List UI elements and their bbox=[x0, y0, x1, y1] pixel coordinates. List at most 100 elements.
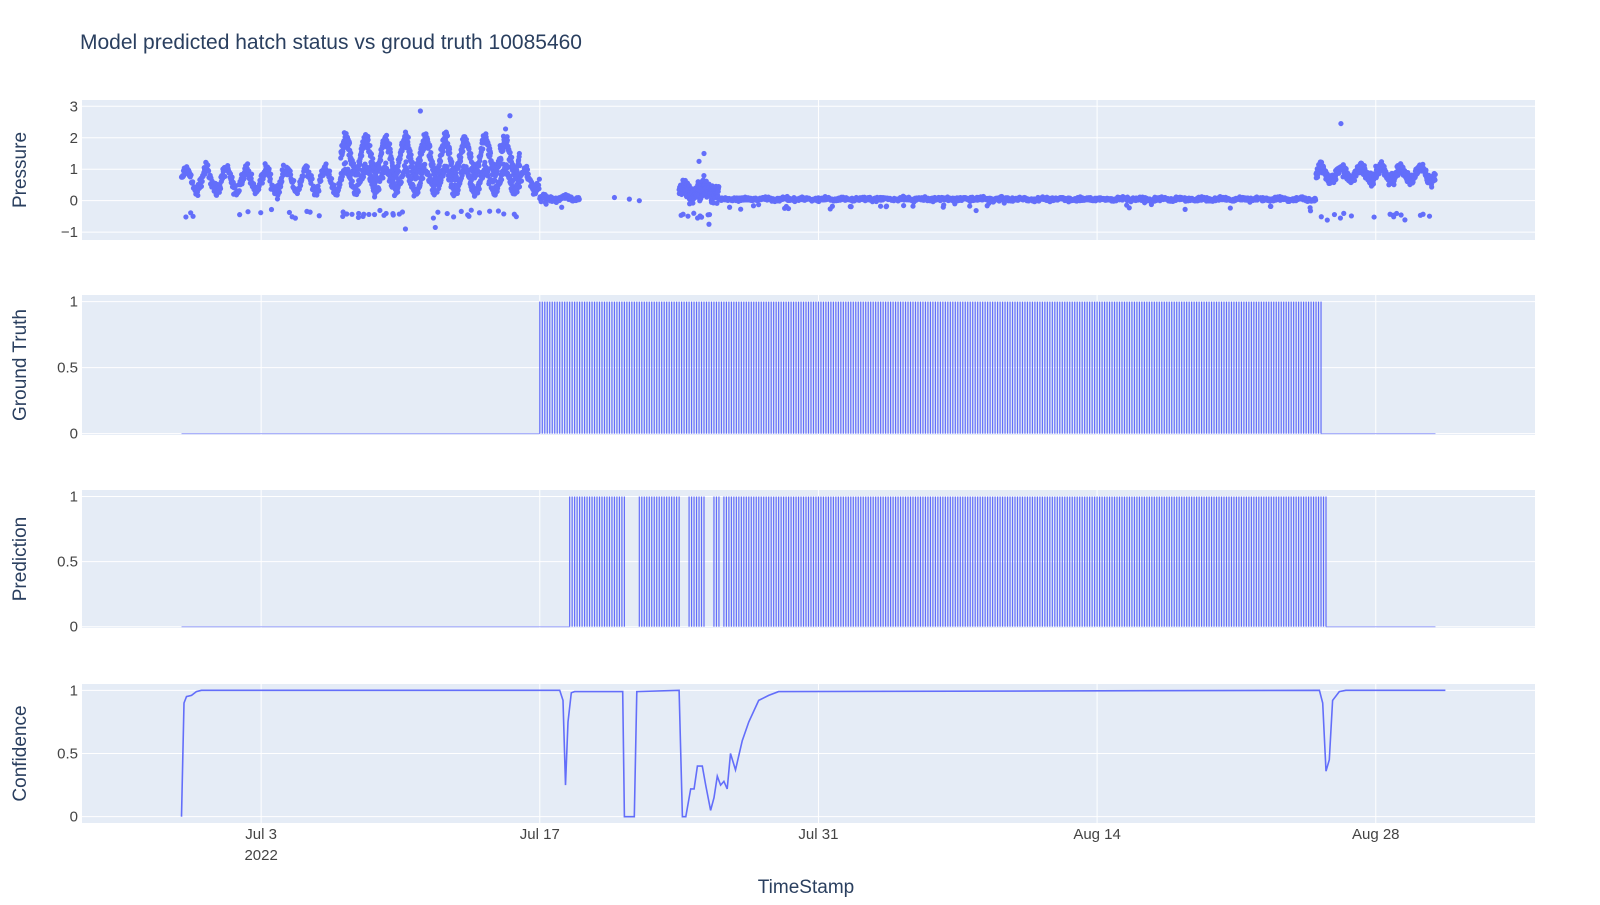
bar bbox=[1123, 496, 1126, 627]
marks bbox=[180, 689, 1446, 818]
bar bbox=[1009, 301, 1011, 434]
bar bbox=[544, 301, 546, 434]
bar bbox=[1011, 496, 1014, 627]
bar bbox=[812, 301, 815, 434]
data-point bbox=[559, 204, 565, 210]
bar bbox=[1235, 301, 1238, 434]
data-point bbox=[690, 200, 696, 206]
bar bbox=[621, 496, 623, 627]
bar bbox=[588, 301, 591, 434]
data-point bbox=[475, 190, 481, 196]
bar bbox=[912, 301, 914, 434]
data-point bbox=[415, 189, 421, 196]
bar bbox=[1039, 496, 1041, 627]
bar bbox=[740, 301, 742, 434]
data-point bbox=[626, 196, 632, 202]
bar bbox=[1061, 496, 1063, 627]
bar bbox=[1265, 301, 1267, 434]
bar bbox=[646, 301, 648, 434]
bar bbox=[954, 301, 956, 434]
bar bbox=[902, 301, 904, 434]
bar bbox=[797, 496, 800, 627]
data-point bbox=[501, 211, 507, 217]
bar bbox=[1243, 301, 1245, 434]
data-point bbox=[1402, 217, 1408, 223]
bar bbox=[569, 496, 571, 627]
data-point bbox=[482, 159, 488, 165]
bar bbox=[924, 496, 927, 627]
bar bbox=[957, 301, 959, 434]
bar bbox=[715, 301, 718, 434]
bar bbox=[887, 301, 889, 434]
bar bbox=[1133, 301, 1136, 434]
bar bbox=[596, 301, 598, 434]
data-point bbox=[304, 164, 310, 170]
bar bbox=[1064, 301, 1066, 434]
data-point bbox=[465, 212, 471, 218]
bar bbox=[671, 301, 673, 434]
data-point bbox=[524, 166, 531, 173]
bar bbox=[1086, 301, 1088, 434]
data-point bbox=[877, 203, 884, 209]
data-point bbox=[398, 179, 404, 185]
bar bbox=[695, 301, 698, 434]
bar bbox=[957, 496, 959, 627]
data-point bbox=[379, 150, 385, 156]
bar bbox=[561, 301, 563, 434]
bar bbox=[929, 301, 932, 434]
bar bbox=[810, 301, 812, 434]
bar bbox=[648, 301, 650, 434]
bar bbox=[887, 496, 889, 627]
data-point bbox=[536, 176, 542, 182]
bar bbox=[783, 496, 785, 627]
data-point bbox=[509, 154, 515, 160]
bar bbox=[1198, 496, 1200, 627]
bar bbox=[678, 496, 680, 627]
data-point bbox=[848, 204, 854, 210]
data-point bbox=[190, 179, 196, 185]
data-point bbox=[701, 173, 707, 179]
bar bbox=[773, 496, 775, 627]
bar bbox=[1086, 496, 1088, 627]
data-point bbox=[316, 188, 322, 194]
bar bbox=[852, 496, 854, 627]
bar bbox=[1103, 496, 1106, 627]
bar bbox=[897, 301, 899, 434]
bar bbox=[1094, 496, 1096, 627]
data-point bbox=[498, 177, 505, 183]
data-point bbox=[346, 140, 353, 146]
bar bbox=[690, 496, 693, 627]
data-point bbox=[396, 211, 402, 217]
bar bbox=[685, 301, 688, 434]
bar bbox=[1201, 301, 1203, 434]
data-point bbox=[309, 176, 315, 182]
bar bbox=[984, 496, 986, 627]
bar bbox=[693, 496, 695, 627]
bar bbox=[673, 301, 675, 434]
bar bbox=[982, 301, 984, 434]
bar bbox=[663, 301, 665, 434]
bar bbox=[1081, 301, 1083, 434]
chart-title: Model predicted hatch status vs groud tr… bbox=[80, 31, 582, 54]
bar bbox=[539, 301, 541, 434]
bar bbox=[1258, 301, 1260, 434]
bar bbox=[656, 301, 658, 434]
bar bbox=[1243, 496, 1245, 627]
bar bbox=[1108, 496, 1111, 627]
data-point bbox=[1338, 120, 1344, 127]
bar bbox=[932, 301, 934, 434]
bar bbox=[1310, 496, 1312, 627]
data-point bbox=[1398, 212, 1404, 218]
bar bbox=[1285, 301, 1287, 434]
bar bbox=[964, 301, 966, 434]
bar bbox=[967, 301, 969, 434]
bar bbox=[1320, 496, 1322, 627]
data-point bbox=[380, 175, 386, 181]
data-point bbox=[383, 132, 390, 138]
data-point bbox=[785, 205, 792, 212]
bar bbox=[870, 301, 872, 434]
bar bbox=[1285, 496, 1287, 627]
data-point bbox=[525, 171, 531, 177]
bar bbox=[837, 301, 839, 434]
